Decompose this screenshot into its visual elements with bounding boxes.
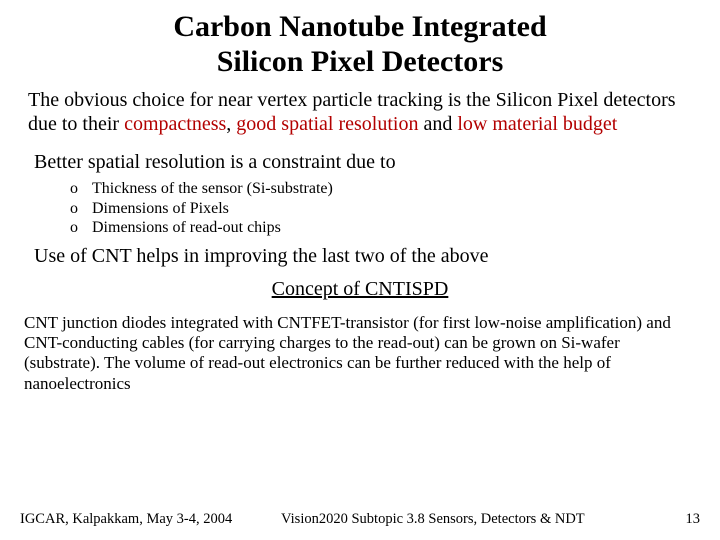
- intro-sep1: ,: [226, 113, 236, 135]
- intro-emph-resolution: good spatial resolution: [236, 113, 418, 135]
- concept-heading: Concept of CNTISPD: [0, 278, 720, 301]
- intro-emph-budget: low material budget: [457, 113, 617, 135]
- footer-left: IGCAR, Kalpakkam, May 3-4, 2004: [20, 511, 263, 528]
- slide-title: Carbon Nanotube Integrated Silicon Pixel…: [40, 0, 680, 79]
- intro-mid: and: [418, 113, 457, 135]
- bullet-readout-dim: Dimensions of read-out chips: [70, 219, 720, 237]
- footer-center: Vision2020 Subtopic 3.8 Sensors, Detecto…: [263, 511, 603, 528]
- constraint-line: Better spatial resolution is a constrain…: [34, 150, 692, 174]
- concept-paragraph: CNT junction diodes integrated with CNTF…: [24, 313, 696, 393]
- intro-paragraph: The obvious choice for near vertex parti…: [28, 89, 692, 136]
- bullet-thickness: Thickness of the sensor (Si-substrate): [70, 180, 720, 198]
- cnt-help-line: Use of CNT helps in improving the last t…: [34, 245, 692, 268]
- title-line-1: Carbon Nanotube Integrated: [173, 10, 546, 43]
- footer-page-number: 13: [603, 511, 700, 528]
- bullet-pixel-dim: Dimensions of Pixels: [70, 200, 720, 218]
- slide: Carbon Nanotube Integrated Silicon Pixel…: [0, 0, 720, 540]
- constraint-bullets: Thickness of the sensor (Si-substrate) D…: [70, 180, 720, 237]
- slide-footer: IGCAR, Kalpakkam, May 3-4, 2004 Vision20…: [0, 511, 720, 528]
- title-line-2: Silicon Pixel Detectors: [217, 45, 504, 78]
- intro-emph-compactness: compactness: [124, 113, 226, 135]
